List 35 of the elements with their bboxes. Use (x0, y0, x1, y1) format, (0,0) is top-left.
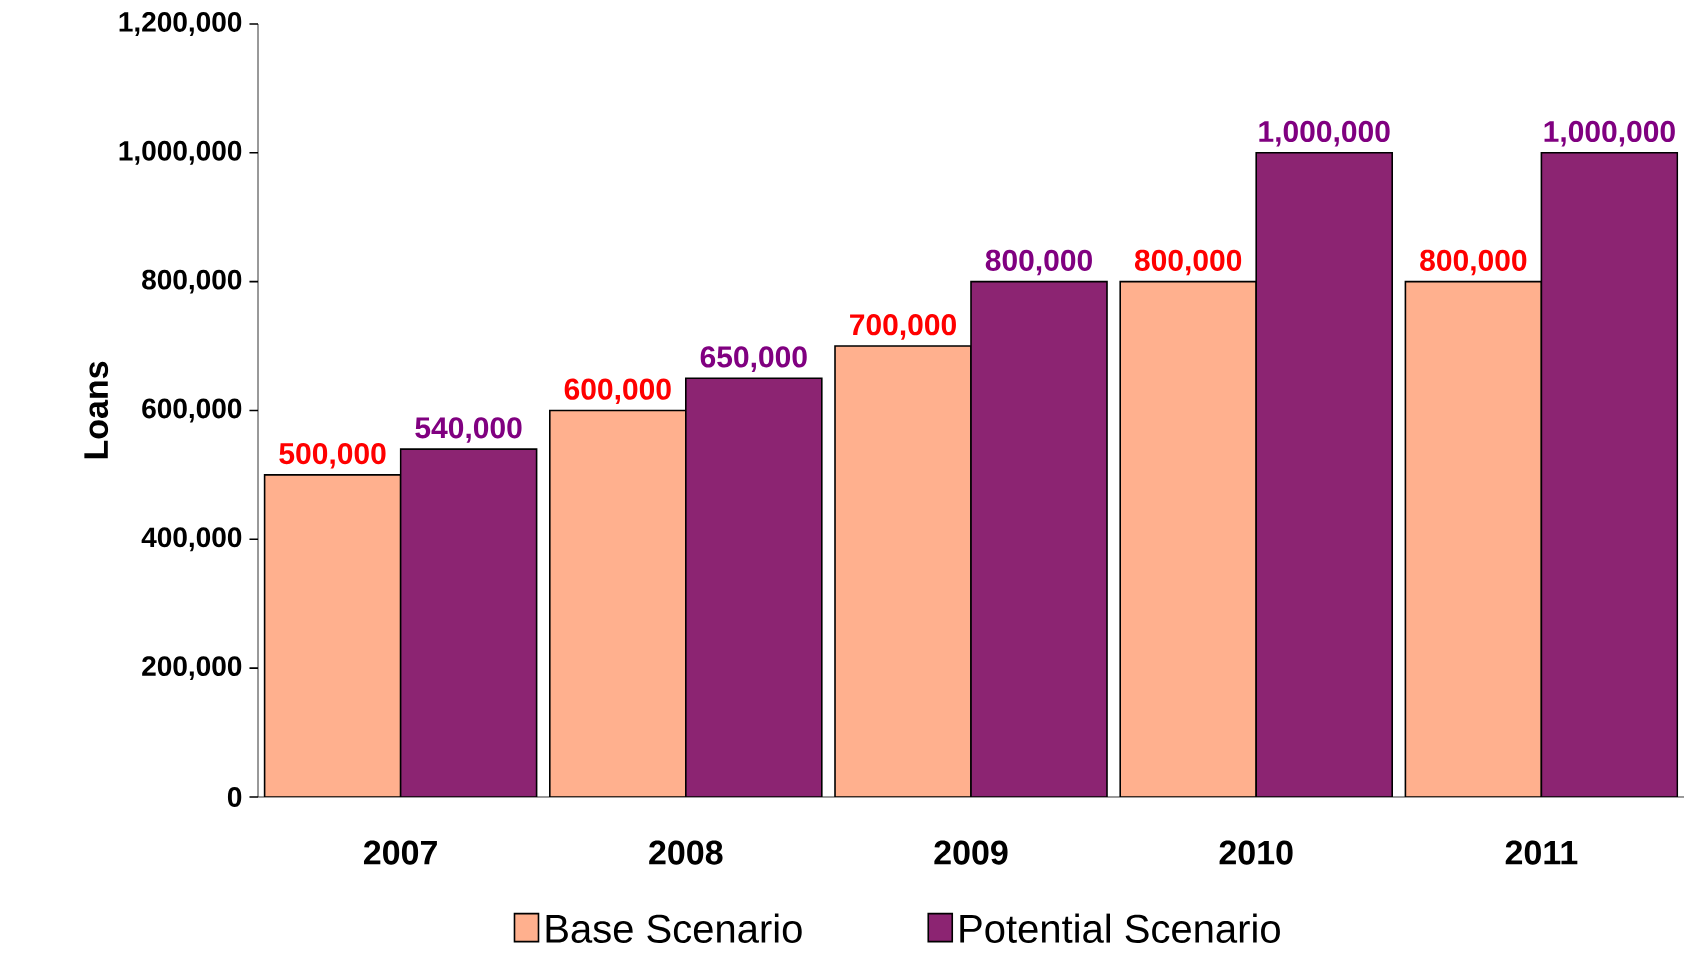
y-tick-label: 400,000 (141, 527, 242, 552)
bar (1120, 281, 1257, 797)
x-tick-label: 2009 (934, 840, 1008, 865)
bar (1256, 152, 1393, 797)
bar (685, 378, 822, 797)
bar (400, 449, 537, 797)
bar (971, 281, 1107, 797)
y-tick-label: 200,000 (142, 656, 242, 681)
legend-label: Potential Scenario (960, 913, 1280, 943)
data-label: 600,000 (564, 378, 671, 405)
x-tick-label: 2008 (649, 840, 723, 865)
bar (1404, 280, 1543, 797)
data-label: 800,000 (985, 249, 1092, 276)
data-label: 800,000 (1134, 249, 1242, 276)
y-tick-label: 0 (227, 787, 242, 807)
y-tick-label: 1,200,000 (119, 12, 242, 36)
x-tick-label: 2011 (1505, 840, 1578, 865)
bar (264, 474, 401, 797)
bar (549, 410, 686, 797)
y-tick-label: 1,000,000 (119, 140, 242, 165)
bar (835, 346, 972, 797)
y-tick-label: 600,000 (142, 398, 242, 423)
bar (1540, 152, 1679, 797)
data-label: 650,000 (700, 346, 807, 372)
data-label: 500,000 (279, 442, 386, 469)
data-label: 1,000,000 (1259, 120, 1390, 147)
y-axis-title: Loans (84, 361, 109, 459)
x-tick-label: 2007 (363, 840, 437, 865)
data-label: 700,000 (850, 314, 956, 340)
y-tick-label: 800,000 (142, 269, 242, 294)
x-tick-label: 2010 (1219, 840, 1293, 865)
data-label: 1,000,000 (1544, 120, 1675, 147)
data-label: 800,000 (1420, 249, 1527, 276)
legend-label: Base Scenario (546, 913, 802, 943)
data-label: 540,000 (415, 417, 522, 443)
